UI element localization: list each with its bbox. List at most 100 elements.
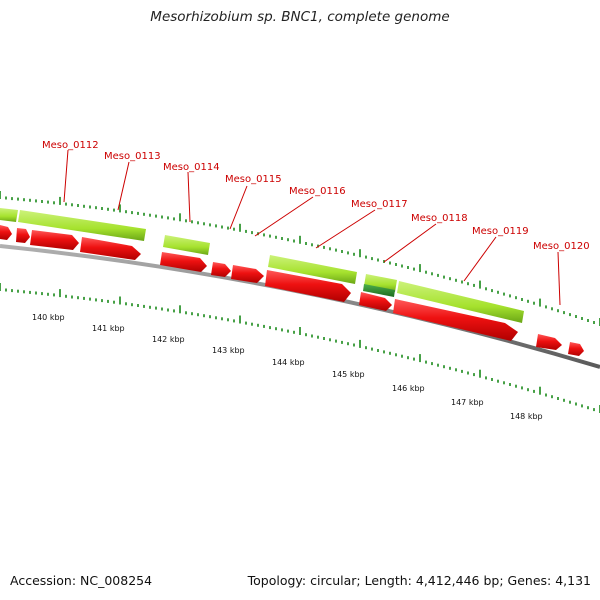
minor-tick-mark xyxy=(575,315,577,318)
gene-label-meso-0113: Meso_0113 xyxy=(104,151,161,162)
minor-tick-mark xyxy=(557,397,559,400)
scale-label-140-kbp: 140 kbp xyxy=(32,313,65,322)
minor-tick-mark xyxy=(257,323,259,327)
minor-tick-mark xyxy=(317,244,319,248)
minor-tick-mark xyxy=(389,261,391,265)
minor-tick-mark xyxy=(95,206,97,210)
minor-tick-mark xyxy=(209,315,211,319)
minor-tick-mark xyxy=(5,288,7,292)
scale-label-group: 140 kbp 141 kbp 142 kbp 143 kbp 144 kbp … xyxy=(32,313,543,421)
major-tick-mark xyxy=(59,196,61,205)
feature-track-green xyxy=(0,208,524,323)
minor-tick-mark xyxy=(113,208,115,212)
minor-tick-mark xyxy=(227,318,229,322)
gene-leader-line xyxy=(254,196,314,237)
gene-label-meso-0114: Meso_0114 xyxy=(163,162,220,173)
minor-tick-mark xyxy=(323,245,325,249)
major-tick-mark xyxy=(239,315,241,324)
minor-tick-mark xyxy=(503,381,505,385)
minor-tick-mark xyxy=(395,263,397,266)
minor-tick-mark xyxy=(263,324,265,328)
gene-leader-line xyxy=(63,149,69,203)
minor-tick-mark xyxy=(167,216,169,220)
minor-tick-mark xyxy=(353,343,355,347)
cds-arrow xyxy=(359,292,392,311)
major-tick-mark xyxy=(359,249,361,258)
minor-tick-mark xyxy=(125,302,127,306)
minor-tick-mark xyxy=(347,251,349,255)
minor-tick-mark xyxy=(275,327,277,331)
minor-tick-mark xyxy=(155,214,157,218)
minor-tick-mark xyxy=(77,296,79,300)
cds-arrow xyxy=(0,225,12,240)
gene-label-meso-0116: Meso_0116 xyxy=(289,186,346,197)
cds-arrow xyxy=(265,270,351,302)
gene-leader-line xyxy=(463,236,497,282)
minor-tick-mark xyxy=(413,357,415,361)
scale-label-145-kbp: 145 kbp xyxy=(332,370,365,379)
major-tick-mark xyxy=(419,354,421,363)
minor-tick-mark xyxy=(473,283,475,287)
minor-tick-mark xyxy=(461,280,463,284)
minor-tick-mark xyxy=(425,360,427,364)
minor-tick-mark xyxy=(527,299,529,303)
gene-label-meso-0120: Meso_0120 xyxy=(533,241,590,252)
minor-tick-mark xyxy=(521,298,523,301)
scale-label-148-kbp: 148 kbp xyxy=(510,412,543,421)
upper-tick-track xyxy=(0,191,600,326)
major-tick-mark xyxy=(0,191,1,199)
minor-tick-mark xyxy=(161,215,163,219)
minor-tick-mark xyxy=(545,393,547,397)
minor-tick-mark xyxy=(107,299,109,303)
cds-arrow xyxy=(393,299,518,341)
feature-bar xyxy=(268,255,357,284)
minor-tick-mark xyxy=(305,242,307,245)
minor-tick-mark xyxy=(431,362,433,366)
minor-tick-mark xyxy=(125,210,127,214)
major-tick-mark xyxy=(59,289,61,298)
minor-tick-mark xyxy=(143,212,145,216)
minor-tick-mark xyxy=(233,319,235,323)
minor-tick-mark xyxy=(185,219,187,223)
minor-tick-mark xyxy=(293,330,295,334)
minor-tick-mark xyxy=(443,275,445,279)
minor-tick-mark xyxy=(293,239,295,243)
minor-tick-mark xyxy=(437,273,439,277)
minor-tick-mark xyxy=(545,305,547,309)
minor-tick-mark xyxy=(491,289,493,293)
feature-bar xyxy=(397,281,524,323)
minor-tick-mark xyxy=(11,197,13,201)
scale-label-142-kbp: 142 kbp xyxy=(152,335,185,344)
major-tick-mark xyxy=(299,327,301,335)
minor-tick-mark xyxy=(395,353,397,357)
scale-label-146-kbp: 146 kbp xyxy=(392,384,425,393)
minor-tick-mark xyxy=(311,334,313,338)
minor-tick-mark xyxy=(515,384,517,388)
minor-tick-mark xyxy=(11,289,13,293)
minor-tick-mark xyxy=(509,383,511,386)
minor-tick-mark xyxy=(65,294,67,298)
major-tick-mark xyxy=(119,204,121,213)
minor-tick-mark xyxy=(101,207,103,210)
minor-tick-mark xyxy=(335,339,337,343)
feature-bar xyxy=(0,208,18,222)
minor-tick-mark xyxy=(263,233,265,237)
cds-arrow xyxy=(30,230,79,250)
minor-tick-mark xyxy=(35,199,37,203)
minor-tick-mark xyxy=(329,247,331,251)
minor-tick-mark xyxy=(155,306,157,310)
minor-tick-mark xyxy=(47,200,49,204)
minor-tick-mark xyxy=(245,229,247,233)
minor-tick-mark xyxy=(401,264,403,268)
minor-tick-mark xyxy=(233,227,235,231)
minor-tick-mark xyxy=(437,363,439,367)
minor-tick-mark xyxy=(281,328,283,332)
gene-leader-line xyxy=(383,223,437,263)
minor-tick-mark xyxy=(563,311,565,315)
feature-bar-dark xyxy=(363,284,395,297)
gene-leader-line xyxy=(187,171,191,223)
gene-label-meso-0112: Meso_0112 xyxy=(42,140,99,151)
minor-tick-mark xyxy=(35,291,37,295)
minor-tick-mark xyxy=(497,379,499,383)
minor-tick-mark xyxy=(77,204,79,207)
